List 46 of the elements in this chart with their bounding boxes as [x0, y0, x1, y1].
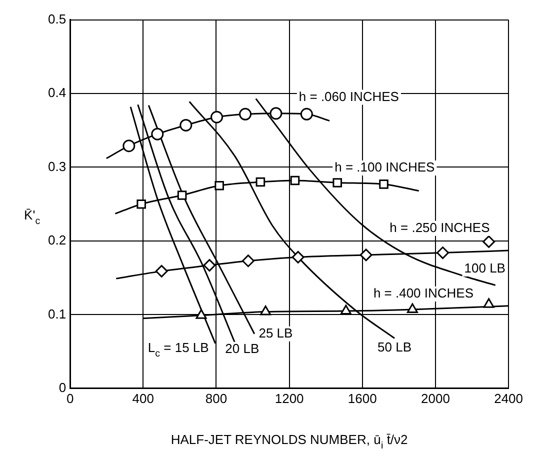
point — [203, 259, 216, 272]
point — [270, 107, 282, 120]
point — [379, 180, 388, 189]
annotation: 25 LB — [258, 325, 293, 340]
annotation: h = .250 INCHES — [390, 220, 490, 236]
point — [239, 108, 252, 120]
x-tick-label: 1600 — [348, 390, 377, 406]
x-tick-label: 800 — [205, 390, 228, 406]
x-tick-label: 1200 — [274, 390, 304, 406]
y-tick-label: 0.1 — [48, 306, 66, 322]
y-tick-label: 0.5 — [48, 11, 66, 26]
point — [290, 176, 300, 186]
y-tick-label: 0.2 — [48, 232, 66, 248]
point — [436, 246, 450, 260]
point — [483, 298, 494, 308]
point — [260, 305, 272, 316]
point — [214, 181, 224, 190]
point — [151, 128, 164, 140]
x-tick-label: 400 — [132, 390, 154, 406]
point — [256, 177, 266, 187]
point — [177, 190, 187, 200]
annotation: h = .060 INCHES — [298, 88, 400, 104]
annotation: 100 LB — [464, 260, 506, 276]
point — [406, 303, 418, 314]
point — [136, 199, 146, 209]
y-tick-label: 0 — [58, 380, 66, 395]
x-tick-label: 2000 — [421, 390, 450, 406]
point — [482, 235, 496, 248]
point — [196, 309, 207, 319]
point — [242, 254, 254, 268]
x-tick-label: 2400 — [494, 390, 523, 406]
point — [210, 110, 224, 124]
point — [155, 264, 168, 278]
point — [340, 304, 352, 314]
point — [180, 118, 192, 132]
point — [332, 178, 342, 188]
annotation: 20 LB — [225, 340, 260, 356]
point — [122, 140, 136, 152]
y-tick-label: 0.3 — [48, 158, 66, 174]
y-tick-label: 0.4 — [48, 85, 66, 100]
point — [300, 108, 313, 120]
point — [360, 248, 372, 262]
annotation: 50 LB — [378, 339, 412, 354]
annotation: h = .100 INCHES — [334, 160, 436, 175]
annotation: h = .400 INCHES — [373, 286, 474, 301]
point — [292, 250, 304, 264]
